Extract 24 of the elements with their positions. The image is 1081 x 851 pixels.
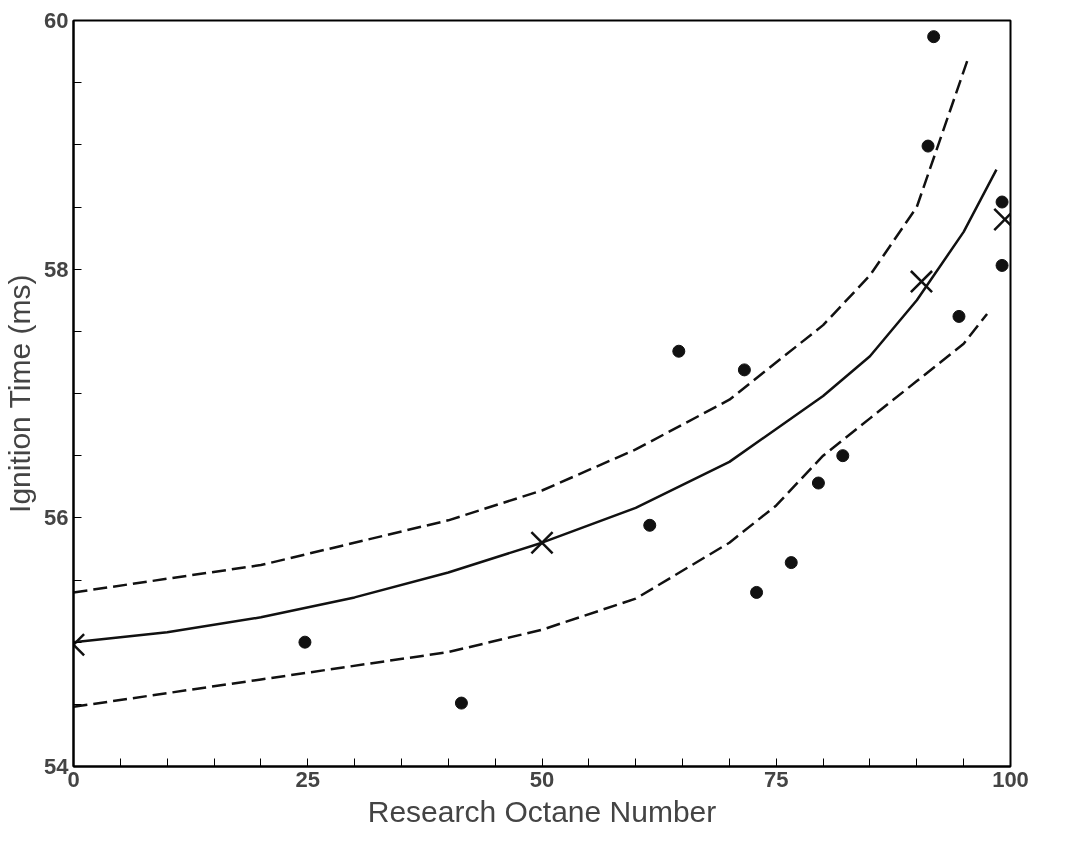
point xyxy=(995,258,1009,272)
point xyxy=(454,696,468,710)
point xyxy=(921,139,935,153)
x-tick-label: 75 xyxy=(764,766,789,792)
x-axis-title: Research Octane Number xyxy=(367,794,717,828)
point xyxy=(836,449,850,463)
y-tick-label: 58 xyxy=(44,256,69,282)
y-axis-title: Ignition Time (ms) xyxy=(3,274,37,513)
y-tick-label: 60 xyxy=(44,8,69,33)
line-series xyxy=(73,312,989,709)
x-tick-label: 100 xyxy=(992,766,1029,792)
x-tick-label: 50 xyxy=(529,766,555,792)
point xyxy=(672,344,686,358)
point xyxy=(750,585,764,599)
y-tick-label: 56 xyxy=(44,505,69,531)
point xyxy=(298,635,312,649)
point xyxy=(811,476,825,490)
point xyxy=(784,556,798,570)
point xyxy=(927,30,941,44)
x-tick-label: 25 xyxy=(295,766,320,792)
point xyxy=(995,195,1009,209)
point xyxy=(952,309,966,323)
point xyxy=(737,363,751,377)
point xyxy=(643,518,657,532)
